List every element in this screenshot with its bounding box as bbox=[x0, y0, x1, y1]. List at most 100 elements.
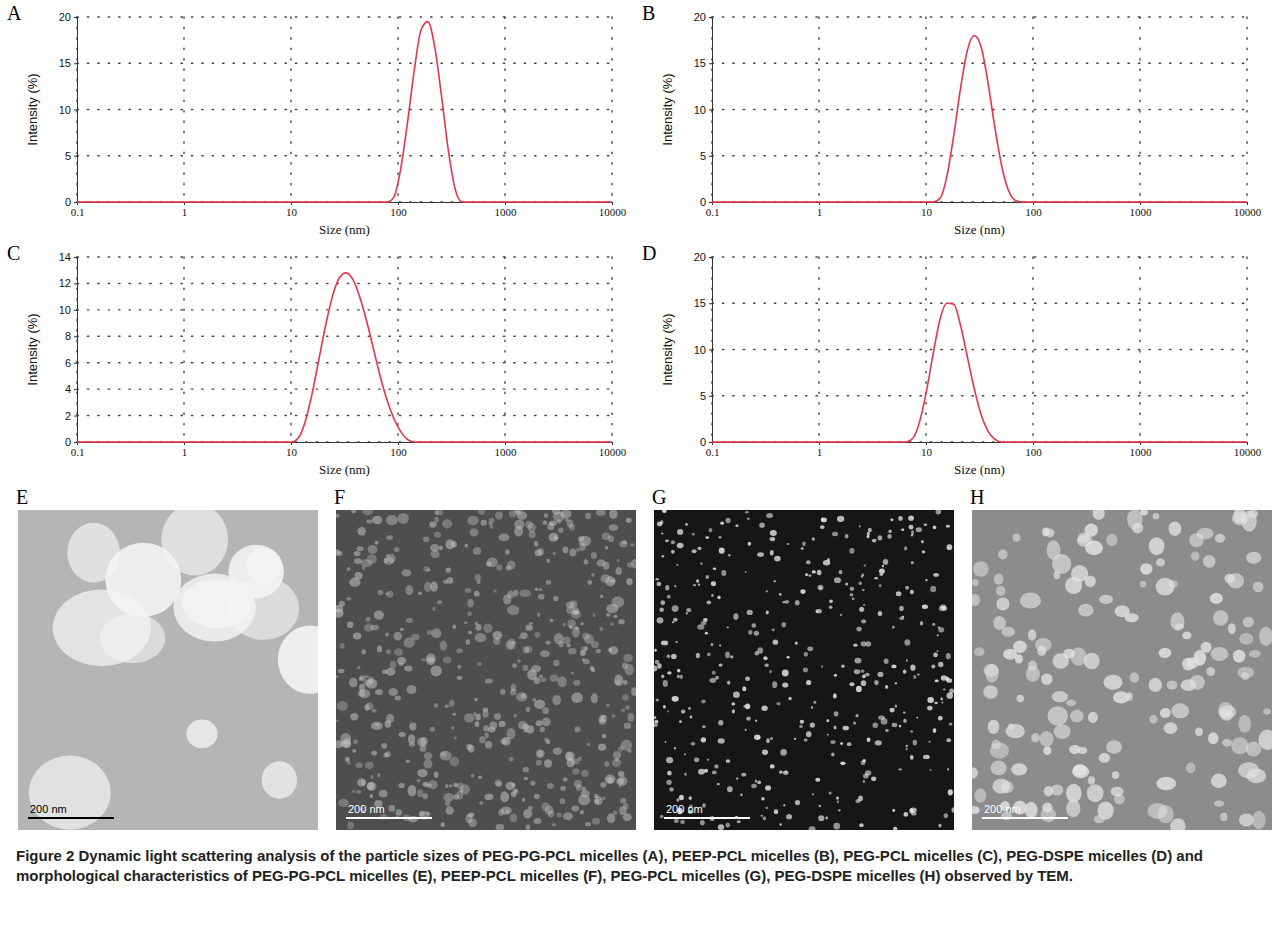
particle bbox=[623, 654, 632, 662]
particle bbox=[776, 702, 780, 705]
particle bbox=[1099, 595, 1113, 605]
particle bbox=[485, 794, 494, 800]
particle bbox=[666, 757, 673, 763]
particle bbox=[934, 702, 937, 705]
particle bbox=[550, 675, 559, 682]
particle bbox=[933, 573, 939, 577]
particle bbox=[1153, 513, 1160, 519]
particle bbox=[619, 541, 628, 547]
particle bbox=[621, 740, 633, 751]
particle bbox=[810, 722, 815, 727]
particle bbox=[398, 662, 403, 666]
particle bbox=[553, 660, 560, 667]
particle bbox=[972, 594, 980, 606]
particle bbox=[856, 627, 861, 632]
particle bbox=[507, 605, 519, 615]
particle bbox=[579, 536, 591, 546]
particle bbox=[654, 723, 658, 727]
tick-label: 1 bbox=[817, 206, 823, 218]
grid-line-x bbox=[925, 257, 926, 442]
particle bbox=[935, 680, 939, 683]
particle bbox=[545, 641, 550, 645]
particle bbox=[832, 532, 838, 536]
particle bbox=[671, 550, 675, 554]
particle bbox=[763, 656, 767, 660]
particle bbox=[885, 729, 889, 732]
particle bbox=[661, 674, 664, 678]
particle bbox=[1072, 765, 1089, 778]
particle bbox=[694, 757, 699, 762]
y-tick: 8 bbox=[65, 330, 77, 342]
particle bbox=[874, 577, 878, 579]
particle bbox=[890, 708, 895, 713]
particle bbox=[677, 543, 684, 549]
particle bbox=[785, 600, 790, 604]
particle bbox=[704, 769, 708, 773]
particle bbox=[854, 658, 861, 664]
particle bbox=[931, 664, 935, 668]
particle bbox=[707, 652, 711, 656]
particle bbox=[698, 584, 700, 586]
scale-bar-label: 200 nm bbox=[30, 803, 67, 815]
particle bbox=[464, 621, 468, 624]
particle bbox=[1249, 650, 1261, 658]
particle bbox=[1054, 724, 1071, 739]
particle bbox=[813, 701, 816, 704]
particle bbox=[665, 741, 667, 743]
particle bbox=[804, 652, 808, 657]
y-tick: 0 bbox=[700, 196, 712, 208]
particle bbox=[465, 544, 469, 548]
particle bbox=[984, 664, 999, 677]
particle bbox=[384, 557, 394, 565]
particle bbox=[927, 706, 933, 711]
particle bbox=[452, 625, 456, 629]
particle bbox=[1222, 739, 1232, 747]
distribution-line bbox=[712, 36, 1247, 203]
particle bbox=[580, 622, 583, 625]
particle bbox=[548, 811, 555, 818]
particle bbox=[840, 614, 842, 616]
particle bbox=[1149, 537, 1165, 555]
particle bbox=[1093, 510, 1105, 520]
particle bbox=[1052, 691, 1068, 702]
particle bbox=[731, 702, 735, 705]
particle bbox=[574, 780, 582, 788]
particle bbox=[693, 584, 696, 586]
particle bbox=[916, 527, 922, 532]
particle bbox=[910, 665, 915, 671]
particle bbox=[709, 678, 716, 683]
particle bbox=[861, 641, 867, 646]
particle bbox=[794, 738, 796, 740]
particle bbox=[624, 723, 631, 729]
tick-mark bbox=[74, 283, 77, 284]
particle bbox=[748, 542, 751, 546]
particle bbox=[943, 688, 945, 690]
particle bbox=[475, 574, 481, 581]
x-tick: 1000 bbox=[495, 442, 518, 458]
particle bbox=[1008, 723, 1014, 730]
particle bbox=[672, 696, 679, 702]
x-tick: 10000 bbox=[1234, 442, 1262, 458]
grid bbox=[712, 257, 1247, 442]
particle bbox=[827, 558, 830, 562]
particle bbox=[679, 720, 682, 723]
particle bbox=[353, 739, 358, 744]
particle bbox=[619, 806, 626, 815]
particle bbox=[584, 559, 589, 564]
scale-bar-label: 200 nm bbox=[984, 803, 1021, 815]
particle bbox=[882, 565, 884, 567]
particle bbox=[745, 571, 747, 573]
tick-label: 10 bbox=[694, 344, 706, 356]
particle bbox=[1106, 740, 1122, 753]
particle bbox=[943, 813, 948, 818]
particle bbox=[394, 547, 400, 552]
tick-label: 0 bbox=[65, 436, 71, 448]
particle bbox=[728, 554, 730, 557]
tick-label: 10 bbox=[921, 206, 933, 218]
particle bbox=[527, 669, 537, 680]
particle bbox=[903, 670, 907, 674]
particle bbox=[347, 822, 354, 830]
particle bbox=[591, 552, 597, 559]
particle bbox=[1157, 805, 1173, 823]
particle bbox=[840, 762, 845, 766]
